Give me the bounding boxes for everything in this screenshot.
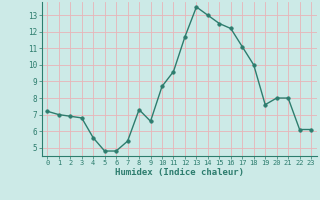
X-axis label: Humidex (Indice chaleur): Humidex (Indice chaleur) <box>115 168 244 177</box>
